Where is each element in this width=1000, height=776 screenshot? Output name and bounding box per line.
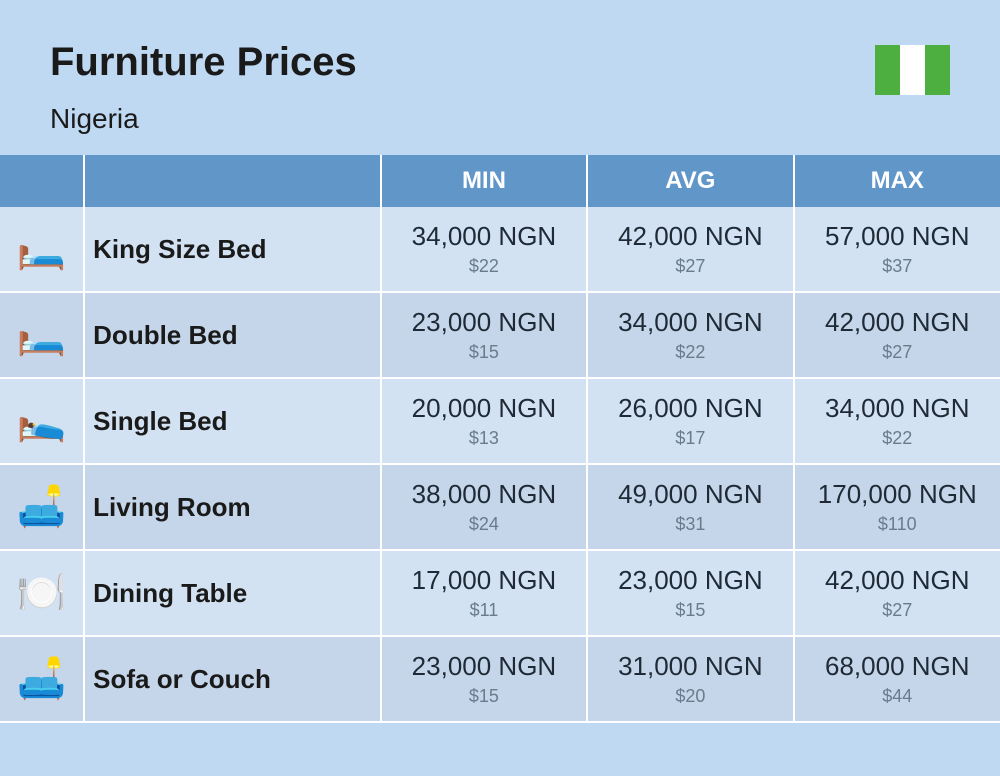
min-cell: 38,000 NGN $24 [381, 464, 587, 550]
furniture-icon: 🛏️ [0, 292, 84, 378]
min-usd: $13 [382, 428, 586, 449]
min-ngn: 23,000 NGN [382, 651, 586, 682]
header-blank-icon [0, 155, 84, 207]
furniture-label: Double Bed [84, 292, 381, 378]
avg-ngn: 23,000 NGN [588, 565, 792, 596]
page-title: Furniture Prices [50, 40, 950, 85]
avg-ngn: 42,000 NGN [588, 221, 792, 252]
header-min: MIN [381, 155, 587, 207]
max-ngn: 34,000 NGN [795, 393, 1000, 424]
avg-cell: 34,000 NGN $22 [587, 292, 793, 378]
min-ngn: 34,000 NGN [382, 221, 586, 252]
furniture-icon: 🛌 [0, 378, 84, 464]
header-blank-label [84, 155, 381, 207]
table-header-row: MIN AVG MAX [0, 155, 1000, 207]
avg-ngn: 26,000 NGN [588, 393, 792, 424]
min-cell: 20,000 NGN $13 [381, 378, 587, 464]
table-row: 🛋️Living Room 38,000 NGN $24 49,000 NGN … [0, 464, 1000, 550]
min-cell: 23,000 NGN $15 [381, 292, 587, 378]
avg-ngn: 31,000 NGN [588, 651, 792, 682]
min-ngn: 23,000 NGN [382, 307, 586, 338]
max-cell: 170,000 NGN $110 [794, 464, 1000, 550]
max-cell: 57,000 NGN $37 [794, 207, 1000, 292]
furniture-label: Sofa or Couch [84, 636, 381, 722]
avg-usd: $20 [588, 686, 792, 707]
max-ngn: 57,000 NGN [795, 221, 1000, 252]
price-table: MIN AVG MAX 🛏️King Size Bed 34,000 NGN $… [0, 155, 1000, 723]
table-row: 🛋️Sofa or Couch 23,000 NGN $15 31,000 NG… [0, 636, 1000, 722]
avg-cell: 26,000 NGN $17 [587, 378, 793, 464]
furniture-label: King Size Bed [84, 207, 381, 292]
min-cell: 34,000 NGN $22 [381, 207, 587, 292]
max-usd: $37 [795, 256, 1000, 277]
table-row: 🍽️Dining Table 17,000 NGN $11 23,000 NGN… [0, 550, 1000, 636]
min-cell: 17,000 NGN $11 [381, 550, 587, 636]
min-ngn: 20,000 NGN [382, 393, 586, 424]
max-usd: $27 [795, 600, 1000, 621]
avg-usd: $17 [588, 428, 792, 449]
header: Furniture Prices Nigeria [0, 0, 1000, 155]
avg-ngn: 34,000 NGN [588, 307, 792, 338]
avg-cell: 42,000 NGN $27 [587, 207, 793, 292]
max-ngn: 68,000 NGN [795, 651, 1000, 682]
max-cell: 42,000 NGN $27 [794, 550, 1000, 636]
flag-stripe-green [925, 45, 950, 95]
max-usd: $22 [795, 428, 1000, 449]
country-label: Nigeria [50, 103, 950, 135]
flag-stripe-white [900, 45, 925, 95]
avg-cell: 31,000 NGN $20 [587, 636, 793, 722]
table-row: 🛏️King Size Bed 34,000 NGN $22 42,000 NG… [0, 207, 1000, 292]
min-usd: $15 [382, 342, 586, 363]
max-cell: 68,000 NGN $44 [794, 636, 1000, 722]
min-usd: $15 [382, 686, 586, 707]
table-row: 🛏️Double Bed 23,000 NGN $15 34,000 NGN $… [0, 292, 1000, 378]
avg-usd: $31 [588, 514, 792, 535]
avg-usd: $15 [588, 600, 792, 621]
max-usd: $44 [795, 686, 1000, 707]
flag-icon [875, 45, 950, 95]
avg-ngn: 49,000 NGN [588, 479, 792, 510]
avg-usd: $22 [588, 342, 792, 363]
avg-cell: 23,000 NGN $15 [587, 550, 793, 636]
furniture-label: Single Bed [84, 378, 381, 464]
max-ngn: 170,000 NGN [795, 479, 1000, 510]
max-usd: $27 [795, 342, 1000, 363]
max-ngn: 42,000 NGN [795, 565, 1000, 596]
min-cell: 23,000 NGN $15 [381, 636, 587, 722]
furniture-label: Dining Table [84, 550, 381, 636]
max-cell: 42,000 NGN $27 [794, 292, 1000, 378]
max-cell: 34,000 NGN $22 [794, 378, 1000, 464]
min-usd: $11 [382, 600, 586, 621]
min-usd: $24 [382, 514, 586, 535]
header-max: MAX [794, 155, 1000, 207]
furniture-label: Living Room [84, 464, 381, 550]
max-ngn: 42,000 NGN [795, 307, 1000, 338]
max-usd: $110 [795, 514, 1000, 535]
furniture-icon: 🛋️ [0, 636, 84, 722]
table-row: 🛌Single Bed 20,000 NGN $13 26,000 NGN $1… [0, 378, 1000, 464]
min-ngn: 17,000 NGN [382, 565, 586, 596]
avg-cell: 49,000 NGN $31 [587, 464, 793, 550]
furniture-icon: 🛋️ [0, 464, 84, 550]
avg-usd: $27 [588, 256, 792, 277]
header-avg: AVG [587, 155, 793, 207]
furniture-icon: 🍽️ [0, 550, 84, 636]
min-ngn: 38,000 NGN [382, 479, 586, 510]
flag-stripe-green [875, 45, 900, 95]
min-usd: $22 [382, 256, 586, 277]
furniture-icon: 🛏️ [0, 207, 84, 292]
